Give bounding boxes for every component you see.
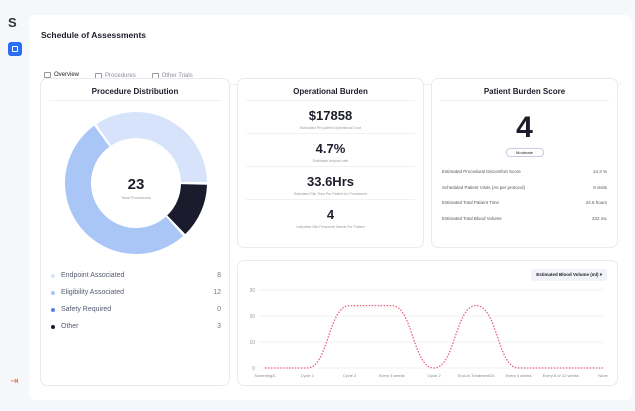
- burden-row: Estimated Total Patient Time 24.6 hours: [442, 200, 607, 216]
- row-label: Estimated Total Patient Time: [442, 200, 499, 205]
- y-tick-label: 30: [249, 288, 255, 294]
- row-label: Estimated Procedural Discomfort Score: [442, 169, 521, 174]
- operational-burden-card: Operational Burden $17858 Estimated Per-p…: [237, 78, 424, 248]
- metric-dropout: 4.7% Estimated dropout rate: [246, 134, 415, 167]
- x-tick-label: Cycle 2: [427, 373, 441, 378]
- chevron-down-icon: ▾: [599, 272, 602, 277]
- metric-dropdown[interactable]: Estimated Blood Volume (ml) ▾: [531, 269, 607, 281]
- legend: Endpoint Associated 8 Eligibility Associa…: [51, 267, 221, 335]
- x-tick-label: End-of-Treatment/25: [458, 373, 496, 378]
- total-procedures-value: 23: [128, 176, 145, 193]
- logout-icon[interactable]: ⇥: [10, 376, 19, 387]
- metric-label: Estimated Site Time Per Patient for Proc…: [293, 192, 368, 196]
- legend-value: 0: [217, 306, 221, 313]
- y-tick-label: 0: [252, 366, 255, 372]
- row-label: Estimated Total Blood Volume: [442, 215, 502, 221]
- row-value: 14.3 %: [592, 169, 607, 174]
- legend-item: Other 3: [51, 318, 221, 335]
- legend-value: 12: [213, 289, 221, 296]
- row-label: Scheduled Patient Visits (As per protoco…: [442, 184, 525, 190]
- card-title: Patient Burden Score: [440, 79, 609, 101]
- legend-label: Eligibility Associated: [61, 289, 125, 296]
- overview-icon: [44, 71, 51, 78]
- x-tick-label: Every 8 or 12 weeks: [543, 373, 579, 378]
- total-procedures-label: Total Procedures: [121, 195, 151, 200]
- metric-value: $17858: [308, 108, 353, 123]
- legend-label: Endpoint Associated: [61, 272, 125, 279]
- x-tick-label: Cycle 2: [343, 373, 357, 378]
- line-chart: 0 10 20 30 Screening/1 Cycle 1 Cycle 2 Every 4 …: [249, 288, 608, 378]
- burden-score: 4: [516, 111, 533, 144]
- legend-dot: [51, 324, 55, 329]
- donut-segment[interactable]: [96, 112, 207, 183]
- x-tick-label: Cycle 1: [301, 373, 315, 378]
- procedure-distribution-card: Procedure Distribution 23 Total Procedur…: [40, 78, 230, 386]
- legend-value: 8: [217, 272, 221, 279]
- app-logo: S: [8, 15, 17, 30]
- row-value: 9 visits: [593, 184, 607, 190]
- legend-value: 3: [217, 323, 221, 330]
- burden-row: Scheduled Patient Visits (As per protoco…: [442, 185, 607, 201]
- metric-label: Estimated dropout rate: [312, 159, 349, 163]
- metric-site-time: 33.6Hrs Estimated Site Time Per Patient f…: [246, 167, 415, 200]
- donut-chart: 23 Total Procedures: [65, 112, 207, 254]
- y-tick-label: 20: [249, 314, 255, 320]
- metric-personnel: 4 Indicative Site Personnel Needs Per Pat…: [246, 200, 415, 233]
- dropdown-value: Estimated Blood Volume (ml): [536, 272, 599, 277]
- row-value: 24.6 hours: [585, 200, 607, 205]
- card-title: Operational Burden: [246, 79, 415, 101]
- legend-item: Safety Required 0: [51, 301, 221, 318]
- patient-burden-card: Patient Burden Score 4 Moderate Estimate…: [431, 78, 618, 248]
- donut-segment[interactable]: [65, 125, 184, 254]
- row-value: 222 mL: [591, 215, 607, 221]
- legend-item: Endpoint Associated 8: [51, 267, 221, 284]
- page-title: Schedule of Assessments: [41, 30, 147, 40]
- legend-dot: [51, 290, 55, 295]
- burden-row: Estimated Procedural Discomfort Score 14.…: [442, 169, 607, 185]
- legend-item: Eligibility Associated 12: [51, 284, 221, 301]
- burden-row: Estimated Total Blood Volume 222 mL: [442, 216, 607, 232]
- legend-label: Safety Required: [61, 306, 112, 313]
- tab-label: Procedures: [105, 72, 136, 79]
- card-title: Procedure Distribution: [49, 79, 221, 101]
- grid-icon: [12, 46, 18, 52]
- metric-value: 4: [326, 207, 335, 222]
- x-tick-label: Every 4 weeks: [505, 373, 531, 378]
- donut-segment[interactable]: [167, 184, 207, 235]
- x-tick-label: Every 4 weeks: [379, 373, 405, 378]
- blood-volume-line: [265, 304, 603, 369]
- y-tick-label: 10: [249, 340, 255, 346]
- dashboard-nav-button[interactable]: [8, 42, 22, 56]
- tab-label: Other Trials: [161, 72, 193, 79]
- metric-value: 33.6Hrs: [307, 174, 354, 189]
- legend-dot: [51, 273, 55, 278]
- metric-cost: $17858 Estimated Per-patient Operational …: [246, 101, 415, 134]
- x-tick-label: None: [598, 373, 608, 378]
- main-panel: Schedule of Assessments Overview Procedu…: [29, 15, 632, 400]
- metric-value: 4.7%: [315, 141, 346, 156]
- blood-volume-chart-card: Estimated Blood Volume (ml) ▾ 0 10 20 30 Scr…: [237, 260, 618, 386]
- sidebar: S ⇥: [0, 0, 26, 411]
- legend-dot: [51, 307, 55, 312]
- tab-label: Overview: [54, 71, 80, 78]
- x-tick-label: Screening/1: [254, 373, 276, 378]
- legend-label: Other: [61, 323, 79, 330]
- burden-level-badge: Moderate: [505, 148, 544, 157]
- metric-label: Estimated Per-patient Operational Cost: [300, 126, 361, 130]
- metric-label: Indicative Site Personnel Needs Per Pati…: [296, 225, 365, 229]
